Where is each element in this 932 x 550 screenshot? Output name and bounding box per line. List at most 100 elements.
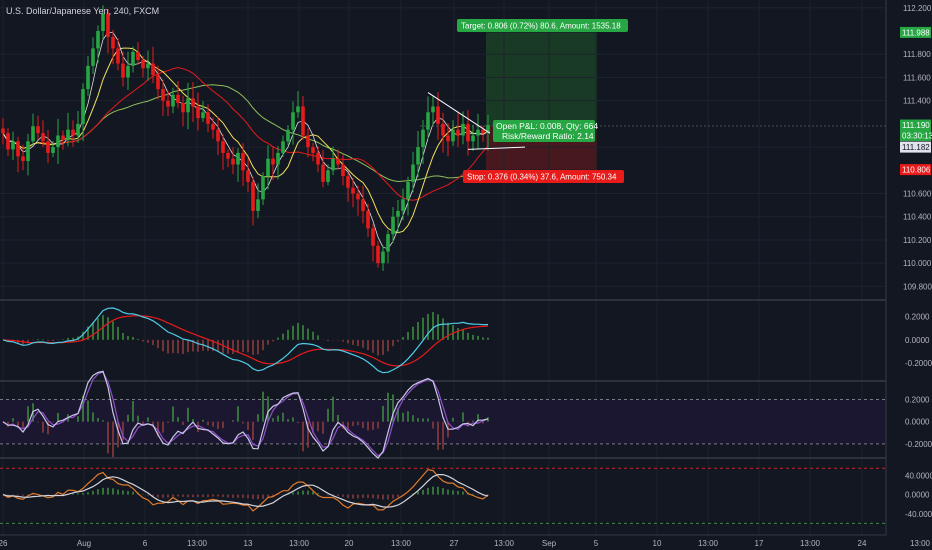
trend-line[interactable] — [427, 92, 491, 134]
time-tick-label: 13:00 — [910, 539, 931, 548]
candle-body — [391, 216, 395, 235]
candle-body — [426, 112, 430, 130]
axis-tick-label: 0.0000 — [905, 491, 930, 500]
time-tick-label: 27 — [450, 539, 459, 548]
time-tick-label: 13 — [244, 539, 253, 548]
axis-tick-label: 0.2000 — [905, 395, 930, 404]
candle-body — [301, 106, 305, 136]
candle-body — [466, 123, 470, 142]
candle-body — [11, 141, 15, 150]
time-tick-label: 13:00 — [289, 539, 310, 548]
candle-body — [46, 141, 50, 153]
candle-body — [91, 48, 95, 66]
candle-body — [371, 228, 375, 246]
time-tick-label: 26 — [0, 539, 8, 548]
candle-body — [296, 106, 300, 113]
candle-body — [411, 164, 415, 182]
stop-label-text: Stop: 0.376 (0.34%) 37.6, Amount: 750.34 — [467, 173, 617, 182]
time-tick-label: 13:00 — [698, 539, 719, 548]
macd-pane[interactable] — [2, 307, 489, 374]
target-label-text: Target: 0.806 (0.72%) 80.6, Amount: 1535… — [461, 22, 621, 31]
macd-line — [2, 307, 489, 374]
candle-body — [161, 89, 165, 101]
momentum-avg-line — [2, 474, 489, 508]
candle-body — [36, 126, 40, 134]
candle-body — [181, 102, 185, 113]
candle-body — [86, 65, 90, 90]
time-axis[interactable] — [0, 535, 932, 550]
candlestick-series[interactable] — [1, 5, 490, 271]
signal-line — [2, 315, 489, 367]
candle-body — [351, 187, 355, 194]
candle-body — [146, 63, 150, 69]
risk-reward-text: Risk/Reward Ratio: 2.14 — [502, 131, 594, 141]
trend-line-lower[interactable] — [467, 146, 526, 150]
stop-label[interactable]: Stop: 0.376 (0.34%) 37.6, Amount: 750.34 — [463, 170, 624, 183]
candle-body — [486, 125, 490, 134]
axis-tick-label: 110.400 — [903, 213, 932, 222]
candle-body — [376, 245, 380, 264]
oscillator-pane[interactable] — [0, 370, 886, 459]
price-tag-label: 110.806 — [902, 166, 931, 175]
candle-body — [396, 210, 400, 217]
candle-body — [476, 129, 480, 136]
candle-body — [456, 129, 460, 136]
axis-tick-label: 110.200 — [903, 236, 932, 245]
candle-body — [311, 147, 315, 153]
momentum-pane[interactable] — [0, 467, 886, 524]
time-tick-label: 13:00 — [494, 539, 515, 548]
candle-body — [421, 129, 425, 148]
candle-body — [61, 135, 65, 141]
axis-tick-label: 0.0000 — [905, 336, 930, 345]
candle-body — [81, 89, 85, 124]
candle-body — [196, 106, 200, 119]
candle-body — [481, 129, 485, 134]
price-tag-box — [900, 119, 931, 131]
candle-body — [336, 158, 340, 165]
axis-tick-label: 111.600 — [903, 73, 931, 82]
candle-body — [436, 106, 440, 124]
time-tick-label: 6 — [143, 539, 148, 548]
candle-body — [356, 193, 360, 200]
axis-tick-label: -40.0000 — [905, 510, 932, 519]
candle-body — [271, 158, 275, 165]
candle-body — [226, 152, 230, 159]
candle-body — [381, 251, 385, 264]
candle-body — [341, 164, 345, 177]
candle-body — [66, 129, 70, 141]
price-tag-label: 03:30:13 — [902, 131, 932, 140]
candle-body — [471, 135, 475, 142]
candle-body — [441, 123, 445, 136]
position-info-label[interactable]: Open P&L: 0.008, Qty: 664 Risk/Reward Ra… — [493, 120, 598, 142]
candle-body — [131, 51, 135, 66]
axis-tick-label: 111.400 — [903, 97, 931, 106]
candle-body — [346, 176, 350, 188]
candle-body — [156, 75, 160, 90]
candle-body — [401, 199, 405, 211]
candle-body — [126, 65, 130, 78]
price-axis[interactable] — [886, 0, 932, 550]
stop-label-box — [463, 170, 624, 183]
pane-separators — [0, 299, 932, 459]
candle-body — [101, 13, 105, 32]
candle-body — [316, 152, 320, 165]
axis-tick-label: 0.2000 — [905, 313, 930, 322]
target-zone[interactable] — [486, 32, 597, 126]
open-pnl-text: Open P&L: 0.008, Qty: 664 — [496, 121, 598, 131]
candle-body — [6, 133, 10, 150]
candle-body — [136, 51, 140, 61]
candle-body — [276, 152, 280, 165]
position-info-box — [493, 120, 595, 142]
candle-body — [431, 106, 435, 113]
candle-body — [111, 36, 115, 49]
momentum-line — [2, 468, 489, 512]
axis-tick-label: 40.0000 — [905, 471, 932, 480]
candle-body — [446, 135, 450, 142]
time-tick-label: Sep — [542, 539, 557, 548]
target-label[interactable]: Target: 0.806 (0.72%) 80.6, Amount: 1535… — [457, 19, 628, 32]
candle-body — [191, 98, 195, 107]
candle-body — [221, 141, 225, 153]
candle-body — [1, 128, 5, 134]
